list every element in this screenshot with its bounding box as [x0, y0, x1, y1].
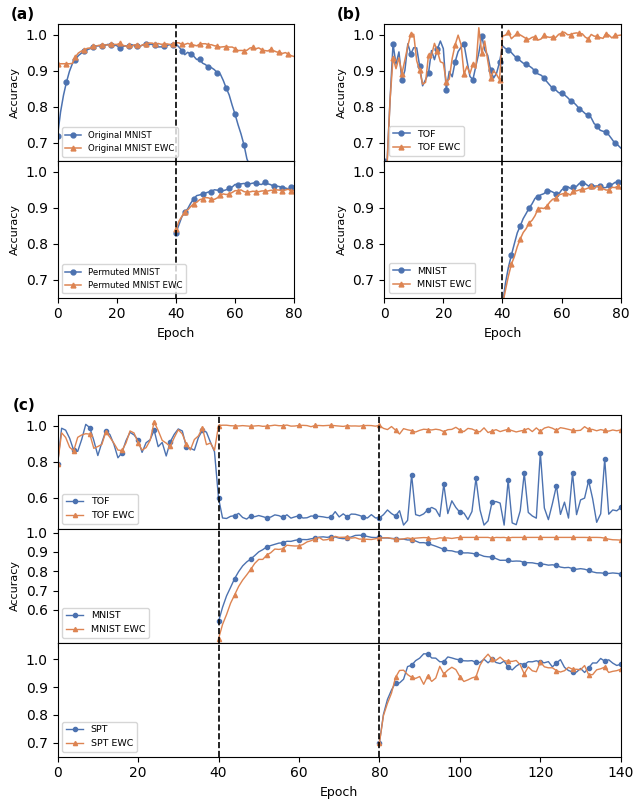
- Legend: Permuted MNIST, Permuted MNIST EWC: Permuted MNIST, Permuted MNIST EWC: [62, 264, 186, 294]
- Y-axis label: Accuracy: Accuracy: [337, 204, 347, 255]
- Legend: SPT, SPT EWC: SPT, SPT EWC: [62, 722, 137, 752]
- Legend: MNIST, MNIST EWC: MNIST, MNIST EWC: [389, 262, 476, 293]
- Legend: MNIST, MNIST EWC: MNIST, MNIST EWC: [62, 608, 149, 638]
- Legend: Original MNIST, Original MNIST EWC: Original MNIST, Original MNIST EWC: [62, 127, 177, 157]
- Text: (c): (c): [13, 398, 35, 413]
- Y-axis label: Accuracy: Accuracy: [10, 560, 20, 611]
- X-axis label: Epoch: Epoch: [320, 786, 358, 799]
- Y-axis label: Accuracy: Accuracy: [10, 204, 20, 255]
- Legend: TOF, TOF EWC: TOF, TOF EWC: [62, 493, 138, 524]
- X-axis label: Epoch: Epoch: [157, 327, 195, 340]
- Y-axis label: Accuracy: Accuracy: [337, 67, 347, 118]
- Y-axis label: Accuracy: Accuracy: [10, 67, 20, 118]
- Text: (b): (b): [337, 6, 362, 22]
- Text: (a): (a): [10, 6, 35, 22]
- Legend: TOF, TOF EWC: TOF, TOF EWC: [389, 126, 465, 156]
- X-axis label: Epoch: Epoch: [483, 327, 522, 340]
